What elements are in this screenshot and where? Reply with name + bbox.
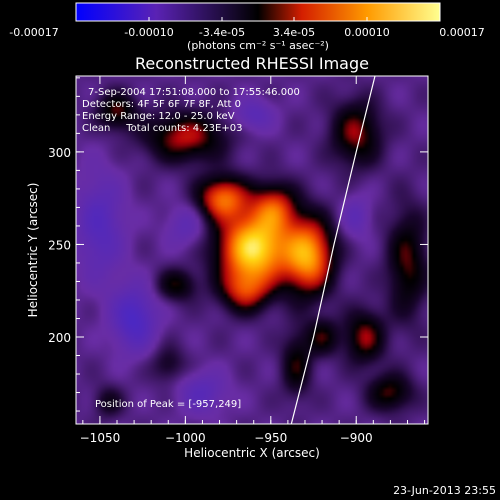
colorbar: -0.00017 -0.00010 -3.4e-05 3.4e-05 0.000… (9, 2, 485, 52)
x-tick-label: −950 (254, 431, 287, 445)
colorbar-tick-label: 3.4e-05 (273, 26, 315, 39)
footer-timestamp: 23-Jun-2013 23:55 (393, 484, 496, 497)
solar-limb-line (290, 76, 376, 424)
info-line-3: Energy Range: 12.0 - 25.0 keV (82, 111, 235, 122)
colorbar-tick-label: 0.00010 (344, 26, 390, 39)
chart-title: Reconstructed RHESSI Image (135, 54, 369, 73)
info-line-2: Detectors: 4F 5F 6F 7F 8F, Att 0 (82, 99, 241, 110)
x-axis: −1050 −1000 −950 −900 (80, 76, 426, 445)
y-tick-label: 300 (48, 146, 71, 160)
heatmap (76, 76, 428, 424)
colorbar-tick-label: -0.00017 (9, 26, 58, 39)
peak-position-label: Position of Peak = [-957,249] (95, 399, 241, 410)
x-tick-label: −1000 (165, 431, 206, 445)
y-axis: 200 250 300 (48, 77, 428, 412)
colorbar-tick-label: -3.4e-05 (199, 26, 245, 39)
plot-area: −1050 −1000 −950 −900 200 250 300 7-Sep-2004 … (48, 75, 429, 445)
colorbar-tick-label: 0.00017 (439, 26, 485, 39)
info-line-4: Clean Total counts: 4.23E+03 (82, 123, 242, 134)
heatmap-image (76, 76, 428, 424)
colorbar-tick-label: -0.00010 (124, 26, 173, 39)
colorbar-tick-marks (75, 17, 441, 21)
plot-frame (75, 75, 429, 425)
colorbar-gradient (75, 2, 441, 22)
y-tick-label: 250 (48, 238, 71, 252)
x-axis-title: Heliocentric X (arcsec) (184, 446, 320, 460)
y-tick-label: 200 (48, 331, 71, 345)
info-line-1: 7-Sep-2004 17:51:08.000 to 17:55:46.000 (88, 87, 300, 98)
x-tick-label: −1050 (80, 431, 121, 445)
y-axis-title: Heliocentric Y (arcsec) (26, 183, 40, 318)
x-tick-label: −900 (340, 431, 373, 445)
colorbar-units: (photons cm⁻² s⁻¹ asec⁻²) (187, 39, 329, 52)
